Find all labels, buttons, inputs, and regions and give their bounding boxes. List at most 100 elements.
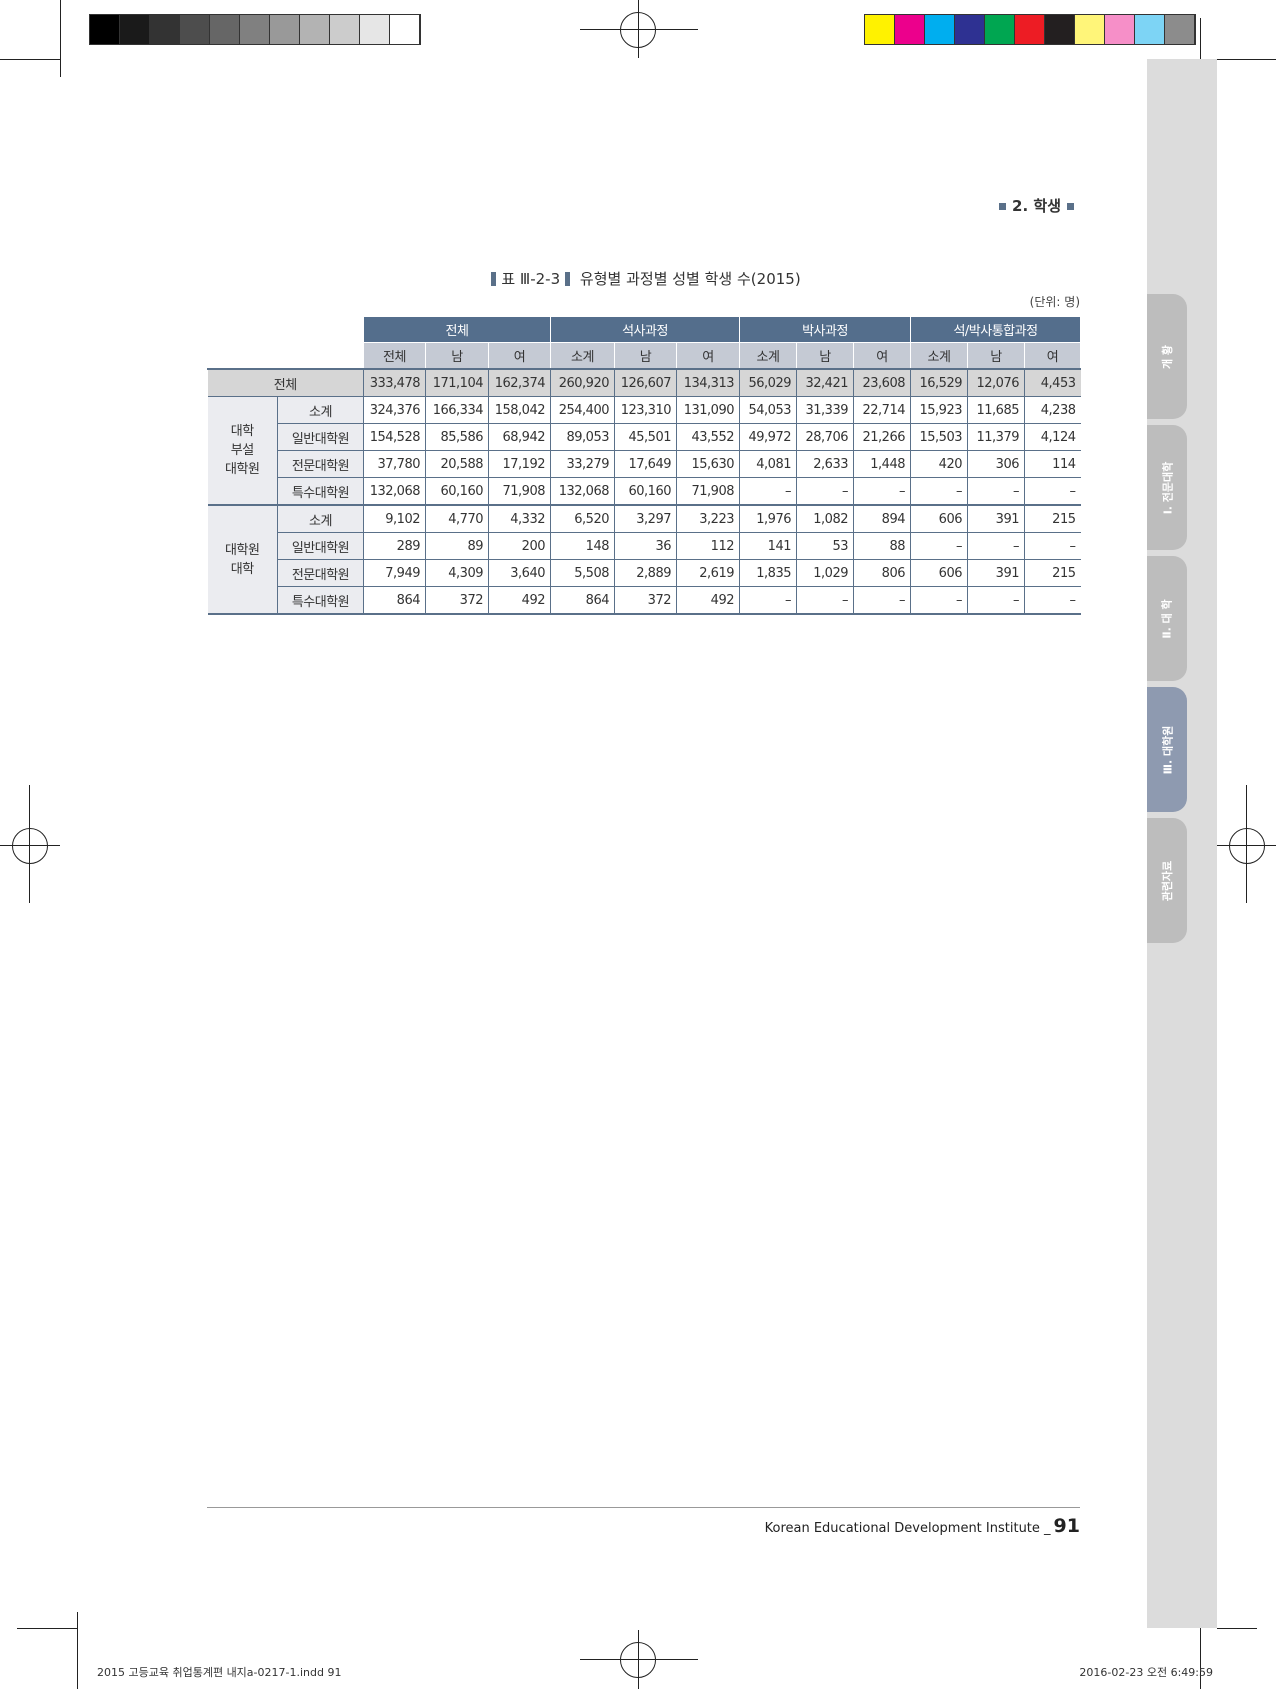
table-cell: – [796,477,854,506]
table-cell: 260,920 [550,368,615,397]
gray-color-bar [89,14,421,45]
table-cell: 141 [739,532,797,560]
page-footer: Korean Educational Development Institute… [765,1515,1080,1537]
table-cell: 16,529 [910,368,968,397]
table-cell: 4,309 [425,559,489,587]
table-cell: 254,400 [550,396,615,424]
row-label: 전문대학원 [277,559,364,587]
color-swatch [895,15,925,44]
table-cell: 606 [910,559,968,587]
table-cell: 11,685 [967,396,1025,424]
color-swatch [1105,15,1135,44]
table-cell: 134,313 [676,368,740,397]
table-cell: 391 [967,559,1025,587]
side-tab[interactable]: Ⅲ. 대학원 [1147,687,1187,812]
group-label-line: 대학 [230,561,254,577]
color-swatch [1045,15,1075,44]
table-row: 일반대학원 289 89 200 148 36 112 141 53 88– – – [208,532,1081,560]
table-number: 표 Ⅲ-2-3 [501,270,561,288]
table-cell: 864 [550,586,615,615]
table-cell: 4,332 [488,504,551,533]
square-bullet-icon [999,203,1007,210]
row-label: 일반대학원 [277,423,364,451]
student-count-table: 전체 석사과정 박사과정 석/박사통합과정 전체 남 여 소계 남 여 소계 남 여 소계 남 여 전체 333,… [207,316,1081,615]
side-tab[interactable]: 관련자료 [1147,818,1187,943]
table-cell: 306 [967,450,1025,478]
header-blank [207,316,364,343]
table-cell: – [910,586,968,615]
sub-header: 여 [488,342,551,370]
table-cell: – [853,477,911,506]
table-cell: 894 [853,504,911,533]
table-cell: 3,640 [488,559,551,587]
table-cell: 5,508 [550,559,615,587]
color-swatch [390,15,420,44]
table-cell: 132,068 [550,477,615,506]
table-cell: 289 [363,532,426,560]
color-swatch [150,15,180,44]
sub-header: 남 [614,342,677,370]
table-cell: 4,770 [425,504,489,533]
table-cell: – [967,586,1025,615]
table-cell: – [853,586,911,615]
table-cell: 60,160 [425,477,489,506]
table-cell: 3,297 [614,504,677,533]
color-swatch [120,15,150,44]
group-label-line: 대학원 [225,542,260,558]
color-swatch [240,15,270,44]
group-label-line: 대학원 [225,462,260,477]
table-cell: – [967,532,1025,560]
table-cell: 15,923 [910,396,968,424]
sub-header: 여 [1024,342,1081,370]
table-cell: 148 [550,532,615,560]
table-cell: 56,029 [739,368,797,397]
process-color-bar [864,14,1196,45]
section-heading: 2. 학생 [993,195,1080,216]
table-cell: 3,223 [676,504,740,533]
table-cell: 6,520 [550,504,615,533]
table-cell: – [739,477,797,506]
color-swatch [210,15,240,44]
table-cell: 123,310 [614,396,677,424]
table-cell: 114 [1024,450,1081,478]
group-header: 석사과정 [550,316,740,343]
table-cell: 2,889 [614,559,677,587]
side-tab[interactable]: Ⅰ. 전문대학 [1147,425,1187,550]
table-cell: 126,607 [614,368,677,397]
table-caption: 표 Ⅲ-2-3 유형별 과정별 성별 학생 수(2015) [0,268,1276,289]
side-tab[interactable]: Ⅱ. 대 학 [1147,556,1187,681]
table-cell: 158,042 [488,396,551,424]
table-cell: 131,090 [676,396,740,424]
table-cell: 17,192 [488,450,551,478]
table-cell: – [1024,586,1081,615]
table-cell: – [910,477,968,506]
color-swatch [330,15,360,44]
color-swatch [180,15,210,44]
table-cell: 4,238 [1024,396,1081,424]
table-cell: 806 [853,559,911,587]
sub-header: 남 [967,342,1025,370]
table-cell: – [910,532,968,560]
row-label: 전체 [207,368,364,397]
side-tab[interactable]: 개 황 [1147,294,1187,419]
side-tab-label: 개 황 [1160,344,1174,369]
table-cell: 15,630 [676,450,740,478]
table-cell: 200 [488,532,551,560]
slug-filename: 2015 고등교육 취업통계편 내지a-0217-1.indd 91 [97,1666,342,1679]
table-cell: 2,633 [796,450,854,478]
table-cell: 7,949 [363,559,426,587]
table-cell: 22,714 [853,396,911,424]
table-cell: 1,082 [796,504,854,533]
table-cell: 20,588 [425,450,489,478]
table-cell: 1,029 [796,559,854,587]
table-cell: 32,421 [796,368,854,397]
table-cell: 1,835 [739,559,797,587]
side-tab-label: 관련자료 [1161,860,1175,901]
table-cell: 4,453 [1024,368,1081,397]
table-cell: 215 [1024,504,1081,533]
group-label: 대학 부설 대학원 [207,396,278,506]
table-cell: 21,266 [853,423,911,451]
slug-date: 2016-02-23 오전 6:49:59 [1079,1666,1213,1679]
table-cell: 28,706 [796,423,854,451]
